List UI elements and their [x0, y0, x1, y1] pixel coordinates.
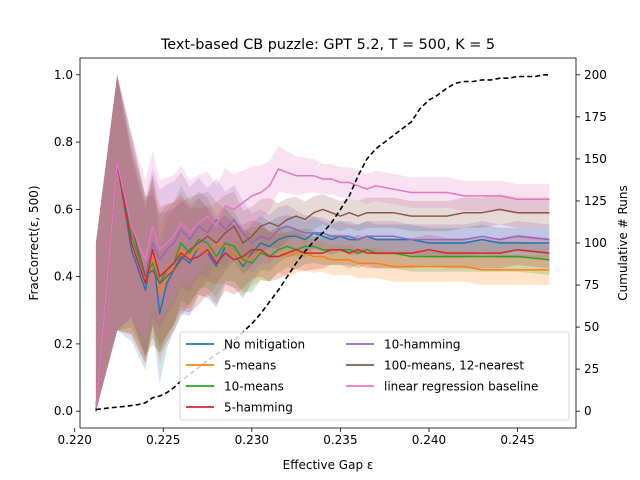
y2-tick-label: 0 — [584, 404, 592, 418]
line-linear-regression-baseline — [95, 161, 550, 412]
y-tick-label: 0.8 — [54, 135, 73, 149]
legend-box — [179, 331, 570, 421]
band-5-means — [95, 74, 550, 412]
series-lines — [95, 161, 550, 412]
chart-title: Text-based CB puzzle: GPT 5.2, T = 500, … — [160, 37, 495, 53]
y2-tick-label: 75 — [584, 278, 599, 292]
x-tick-label: 0.220 — [58, 433, 92, 447]
y2-tick-label: 200 — [584, 68, 607, 82]
line-cumulative-runs — [95, 74, 550, 411]
line-10-hamming — [95, 161, 550, 412]
band-linear-regression-baseline — [95, 74, 550, 412]
y2-tick-label: 175 — [584, 110, 607, 124]
band-5-hamming — [95, 74, 550, 412]
legend-label-5-means: 5-means — [224, 359, 276, 373]
legend-label-no-mitigation: No mitigation — [224, 338, 305, 352]
confidence-bands — [95, 74, 550, 412]
line-100-means-12-nearest — [95, 161, 550, 412]
legend-label-100-means-12-nearest: 100-means, 12-nearest — [384, 359, 524, 373]
y-axis-label: FracCorrect(ε, 500) — [27, 185, 41, 300]
line-5-means — [95, 161, 550, 412]
y2-tick-label: 150 — [584, 152, 607, 166]
x-tick-label: 0.235 — [323, 433, 357, 447]
y-tick-label: 0.4 — [54, 270, 73, 284]
x-tick-label: 0.240 — [412, 433, 446, 447]
x-tick-label: 0.245 — [500, 433, 534, 447]
band-100-means-12-nearest — [95, 74, 550, 412]
y2-tick-label: 25 — [584, 362, 599, 376]
legend-label-linear-regression-baseline: linear regression baseline — [384, 380, 538, 394]
x-axis-label: Effective Gap ε — [283, 458, 374, 472]
band-10-hamming — [95, 74, 550, 412]
y2-tick-label: 50 — [584, 320, 599, 334]
y-tick-label: 0.0 — [54, 404, 73, 418]
line-no-mitigation — [95, 161, 550, 412]
y2-axis-label: Cumulative # Runs — [616, 185, 630, 300]
x-tick-label: 0.230 — [235, 433, 269, 447]
y-axis-left: 0.0 0.2 0.4 0.6 0.8 1.0 — [54, 68, 80, 418]
legend-label-10-hamming: 10-hamming — [384, 338, 461, 352]
y-axis-right: 0 25 50 75 100 125 150 175 200 — [576, 68, 607, 418]
y2-tick-label: 100 — [584, 236, 607, 250]
legend-label-10-means: 10-means — [224, 380, 284, 394]
y2-tick-label: 125 — [584, 194, 607, 208]
line-5-hamming — [95, 161, 550, 412]
y-tick-label: 0.2 — [54, 337, 73, 351]
band-no-mitigation — [95, 74, 550, 412]
x-axis: 0.220 0.225 0.230 0.235 0.240 0.245 — [58, 428, 535, 447]
y-tick-label: 1.0 — [54, 68, 73, 82]
band-10-means — [95, 74, 550, 412]
y-tick-label: 0.6 — [54, 202, 73, 216]
x-tick-label: 0.225 — [146, 433, 180, 447]
legend-label-5-hamming: 5-hamming — [224, 401, 293, 415]
cumulative-runs-layer — [95, 74, 550, 411]
legend: No mitigation 5-means 10-means 5-hamming 10-… — [179, 331, 570, 421]
